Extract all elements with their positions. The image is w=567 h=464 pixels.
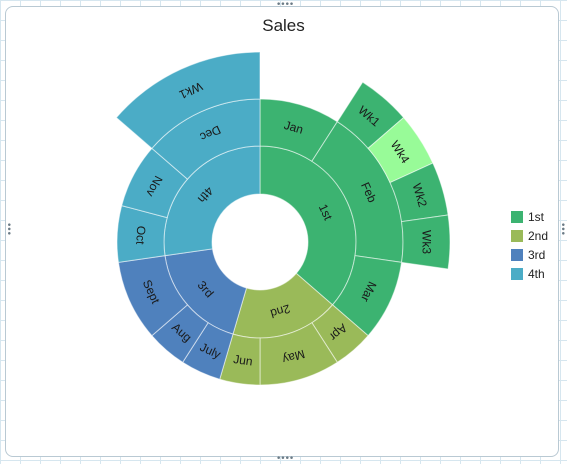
legend-swatch bbox=[511, 267, 523, 280]
legend-label: 4th bbox=[528, 266, 545, 281]
legend-swatch bbox=[511, 248, 523, 261]
segment-label-2nd: 2nd bbox=[269, 302, 292, 321]
segment-label-feb-wk3: Wk3 bbox=[420, 230, 434, 254]
segment-label-jun: Jun bbox=[232, 352, 253, 369]
legend-item-2nd: 2nd bbox=[511, 226, 548, 245]
resize-handle-bottom[interactable]: •••• bbox=[276, 454, 294, 464]
legend: 1st 2nd 3rd 4th bbox=[511, 207, 548, 283]
legend-swatch bbox=[511, 229, 523, 242]
legend-item-3rd: 3rd bbox=[511, 245, 548, 264]
resize-handle-right[interactable]: ••• bbox=[557, 222, 567, 235]
resize-handle-left[interactable]: ••• bbox=[3, 222, 13, 235]
segment-label-jan: Jan bbox=[282, 118, 305, 137]
segment-label-may: May bbox=[281, 347, 307, 367]
legend-label: 1st bbox=[528, 209, 545, 224]
segment-dec-wk1[interactable] bbox=[115, 51, 261, 150]
chart-title: Sales bbox=[262, 16, 305, 35]
legend-swatch bbox=[511, 210, 523, 223]
segment-label-1st: 1st bbox=[316, 202, 336, 223]
resize-handle-top[interactable]: •••• bbox=[276, 0, 294, 10]
legend-label: 2nd bbox=[528, 228, 549, 243]
segment-label-oct: Oct bbox=[133, 225, 148, 245]
legend-item-1st: 1st bbox=[511, 207, 548, 226]
segment-label-feb-wk2: Wk2 bbox=[410, 182, 430, 209]
legend-item-4th: 4th bbox=[511, 264, 548, 283]
legend-label: 3rd bbox=[528, 247, 546, 262]
